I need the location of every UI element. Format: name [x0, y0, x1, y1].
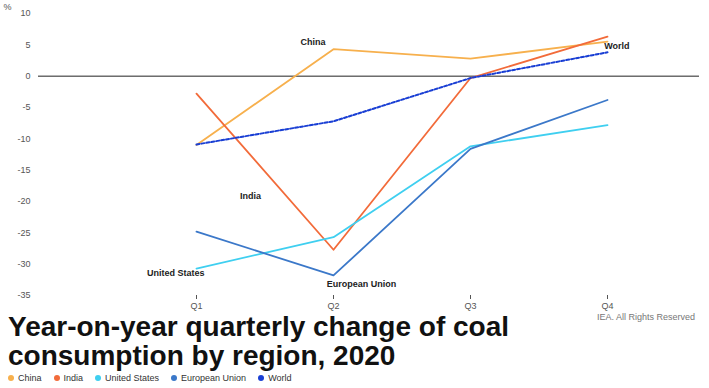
html-text:Year-on-year quarterly change: Year-on-year quarterly change of coal co…: [8, 311, 510, 371]
svg-text:Q3: Q3: [464, 301, 476, 311]
svg-text:%: %: [4, 2, 12, 12]
svg-text:India: India: [240, 191, 262, 201]
html-text:European Union: European Union: [181, 373, 247, 383]
html-text:United States: United States: [105, 373, 160, 383]
svg-text:Q4: Q4: [601, 301, 613, 311]
svg-text:-30: -30: [17, 259, 30, 269]
svg-text:Q1: Q1: [190, 301, 202, 311]
svg-text:World: World: [604, 41, 629, 51]
svg-text:-25: -25: [17, 228, 30, 238]
svg-text:-20: -20: [17, 196, 30, 206]
svg-text:-5: -5: [22, 102, 30, 112]
html-text:India: India: [63, 373, 83, 383]
svg-text:-10: -10: [17, 134, 30, 144]
html-text:World: World: [268, 373, 292, 383]
svg-text:-35: -35: [17, 290, 30, 300]
html-text:China: China: [18, 373, 42, 383]
svg-text:China: China: [300, 37, 326, 47]
svg-text:10: 10: [20, 8, 30, 18]
svg-text:European Union: European Union: [327, 279, 397, 289]
svg-text:5: 5: [25, 40, 30, 50]
html-text:IEA. All Rights Reserved: IEA. All Rights Reserved: [597, 312, 695, 322]
svg-text:Q2: Q2: [327, 301, 339, 311]
svg-text:United States: United States: [147, 268, 205, 278]
svg-text:0: 0: [25, 71, 30, 81]
svg-text:-15: -15: [17, 165, 30, 175]
